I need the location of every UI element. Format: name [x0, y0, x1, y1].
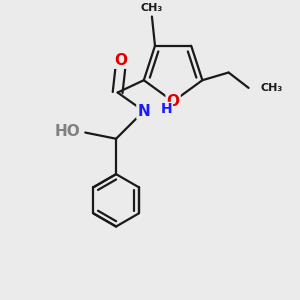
Text: CH₃: CH₃: [261, 83, 283, 93]
Text: HO: HO: [55, 124, 81, 139]
Text: O: O: [167, 94, 180, 109]
Text: O: O: [114, 53, 127, 68]
Text: CH₃: CH₃: [141, 3, 163, 13]
Text: N: N: [137, 103, 150, 118]
Text: H: H: [161, 103, 172, 116]
